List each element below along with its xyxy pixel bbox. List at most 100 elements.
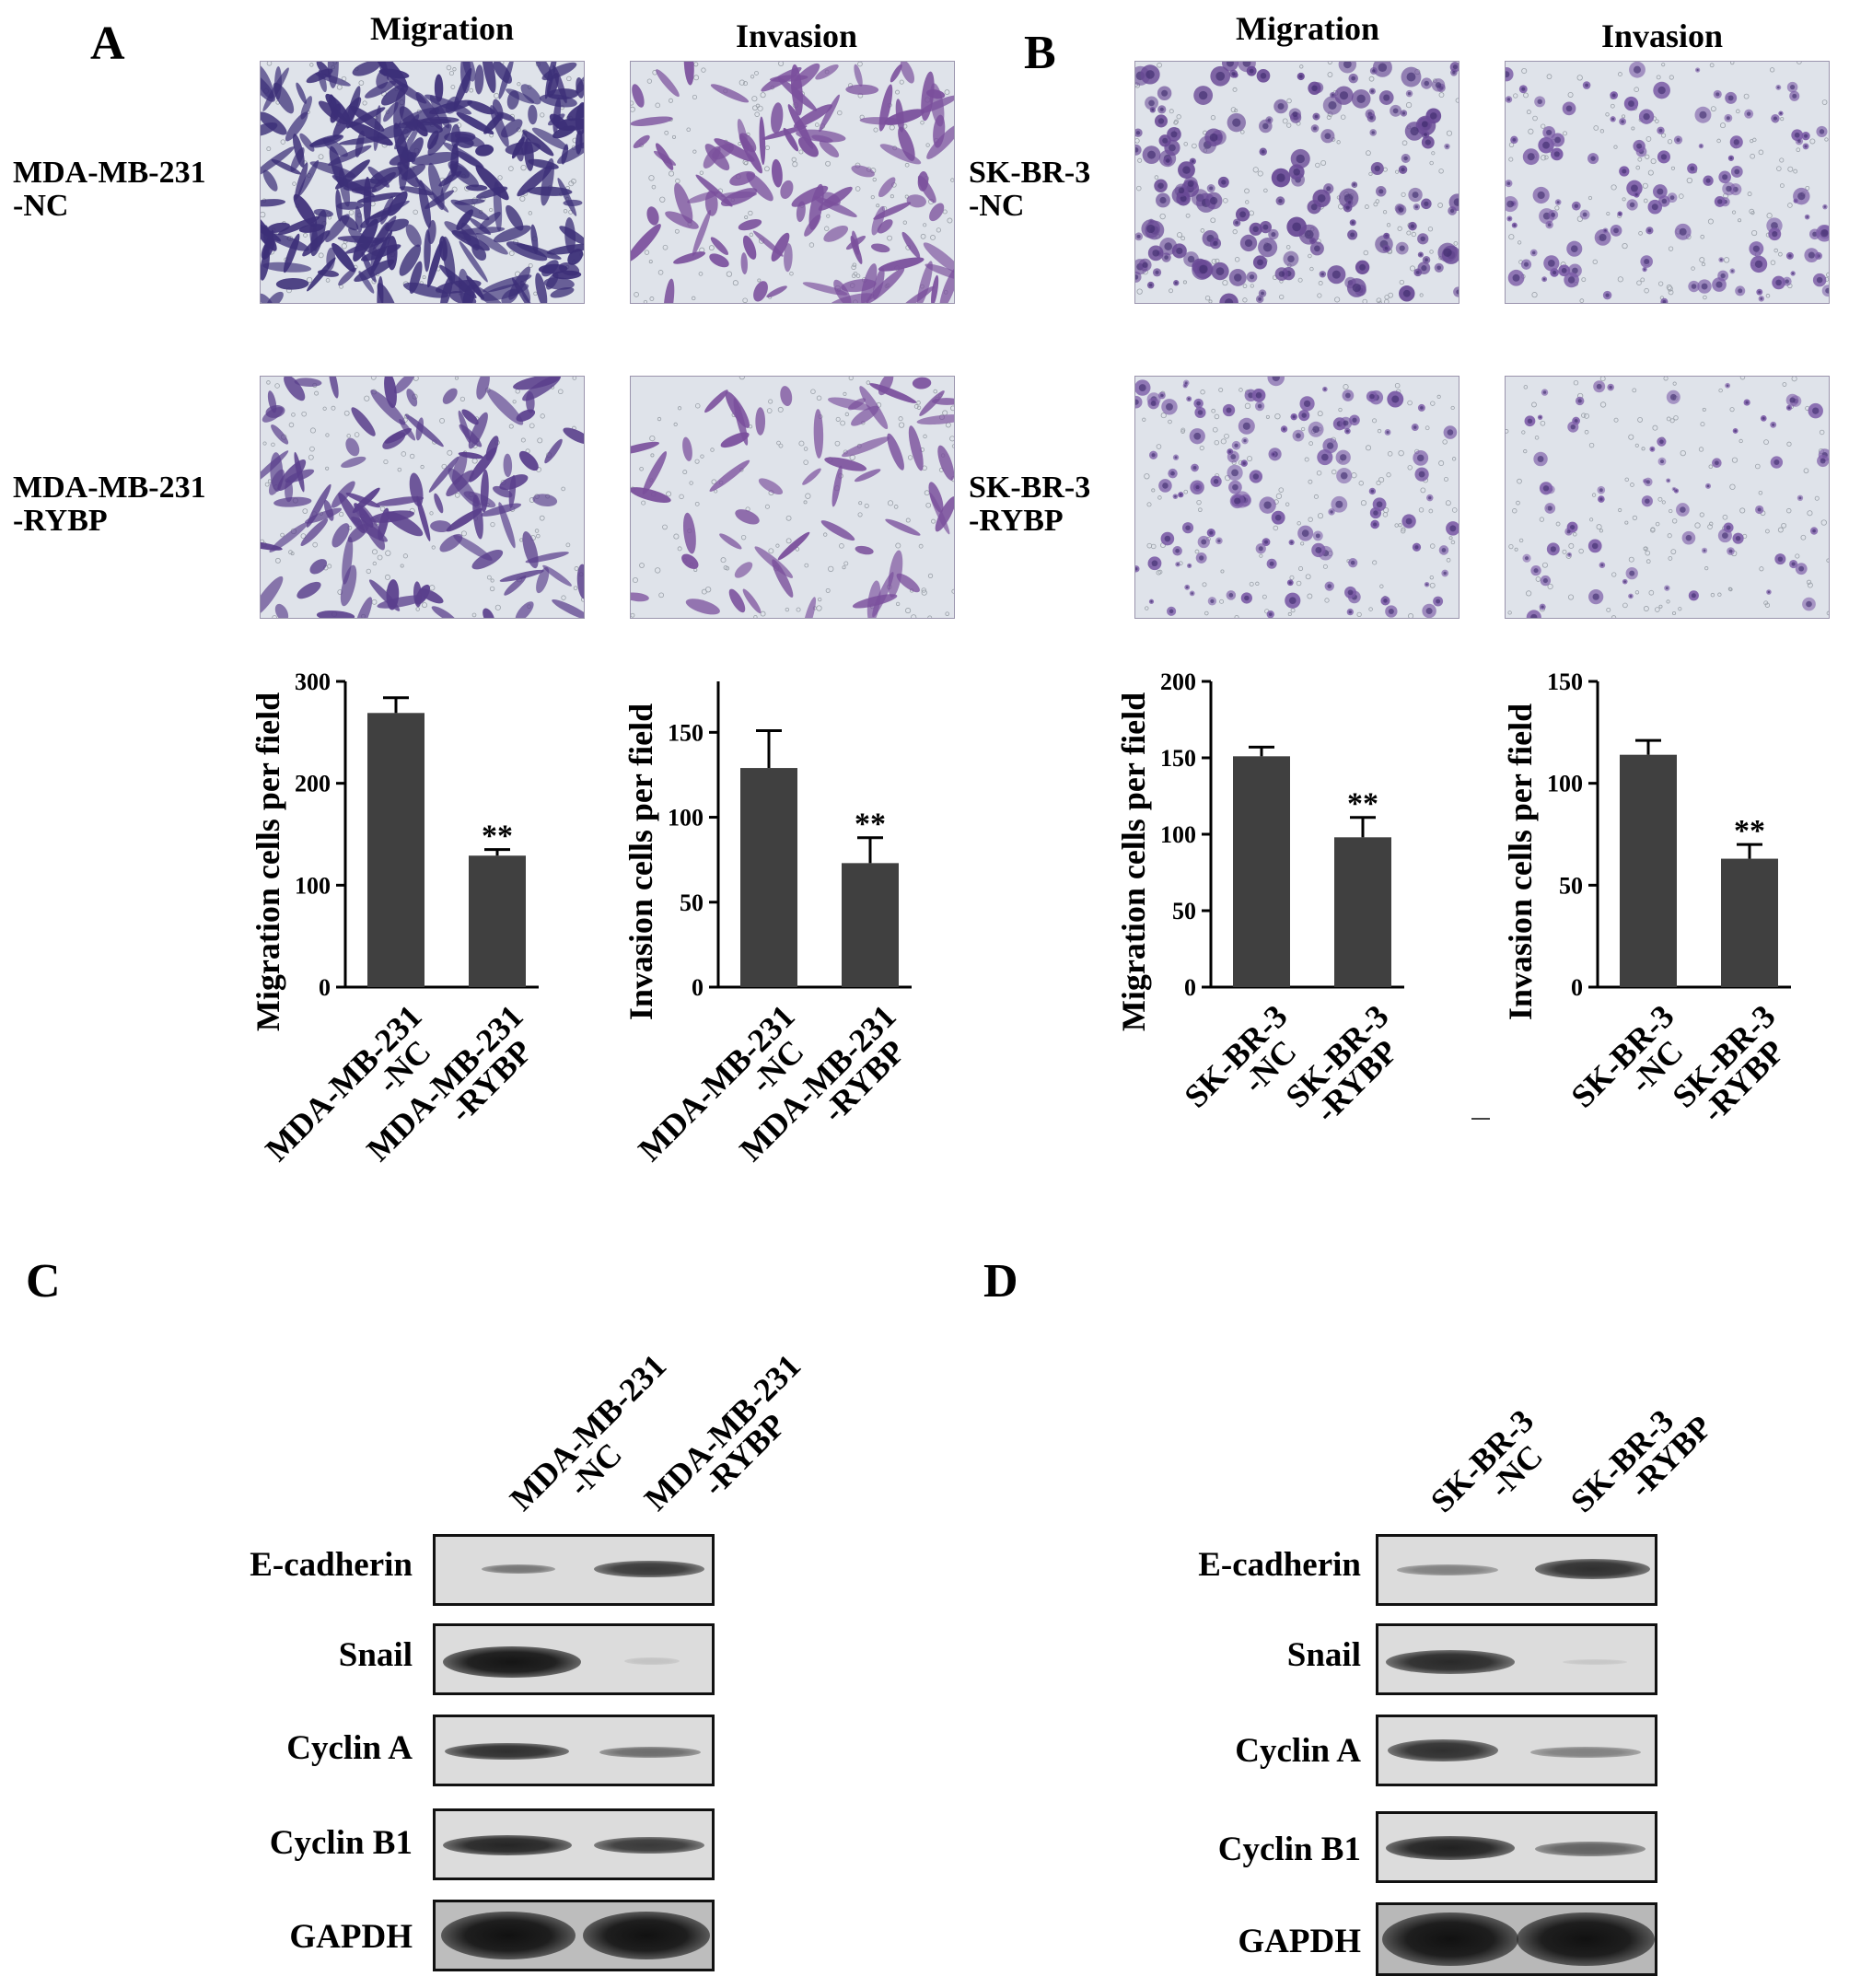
membrane-pore bbox=[1263, 188, 1268, 193]
stained-cell bbox=[261, 293, 274, 303]
stained-cell bbox=[317, 269, 340, 277]
cell-nucleus bbox=[1644, 258, 1650, 265]
membrane-pore bbox=[1699, 257, 1705, 263]
membrane-pore bbox=[325, 466, 330, 471]
membrane-pore bbox=[632, 577, 638, 584]
stained-cell bbox=[449, 163, 480, 188]
cell-nucleus bbox=[1561, 267, 1567, 273]
panel-letter-b: B bbox=[1024, 27, 1056, 79]
membrane-pore bbox=[1708, 521, 1714, 527]
membrane-pore bbox=[1606, 607, 1611, 612]
stained-cell bbox=[766, 285, 787, 298]
stained-cell bbox=[367, 166, 390, 188]
y-axis-label: Migration cells per field bbox=[1115, 692, 1152, 1031]
stained-cell bbox=[872, 267, 885, 300]
stained-cell bbox=[780, 386, 793, 407]
y-axis-label: Invasion cells per field bbox=[1502, 703, 1539, 1020]
cell-nucleus bbox=[1812, 407, 1820, 414]
membrane-pore bbox=[1407, 400, 1413, 406]
membrane-pore bbox=[927, 615, 933, 618]
stained-cell bbox=[710, 237, 729, 256]
membrane-pore bbox=[1645, 136, 1652, 142]
membrane-pore bbox=[1317, 513, 1324, 519]
stained-cell bbox=[440, 275, 453, 303]
membrane-pore bbox=[318, 252, 324, 259]
cell-nucleus bbox=[1812, 529, 1816, 533]
membrane-pore bbox=[1643, 606, 1649, 611]
stained-cell bbox=[329, 145, 345, 188]
cell-nucleus bbox=[1618, 212, 1622, 215]
membrane-pore bbox=[366, 568, 371, 575]
stained-cell bbox=[309, 559, 328, 575]
cell-nucleus bbox=[1452, 71, 1456, 75]
stained-cell bbox=[720, 191, 758, 199]
membrane-pore bbox=[1300, 541, 1305, 546]
membrane-pore bbox=[450, 85, 456, 89]
membrane-pore bbox=[898, 416, 903, 422]
membrane-pore bbox=[1531, 401, 1537, 408]
membrane-pore bbox=[1316, 470, 1322, 476]
cell-nucleus bbox=[1792, 93, 1797, 99]
membrane-pore bbox=[1613, 417, 1619, 423]
membrane-pore bbox=[1624, 477, 1629, 482]
stained-cell bbox=[1135, 395, 1143, 409]
cell-nucleus bbox=[1174, 281, 1178, 285]
cell-nucleus bbox=[1777, 556, 1784, 562]
membrane-pore bbox=[1223, 198, 1228, 203]
membrane-pore bbox=[933, 389, 938, 394]
cell-nucleus bbox=[1148, 283, 1153, 287]
stained-cell bbox=[516, 243, 562, 260]
membrane-pore bbox=[1514, 547, 1518, 552]
membrane-pore bbox=[904, 162, 910, 168]
cell-nucleus bbox=[1789, 85, 1796, 90]
stained-cell bbox=[297, 581, 321, 599]
membrane-pore bbox=[490, 578, 494, 583]
cell-nucleus bbox=[1165, 158, 1170, 163]
membrane-pore bbox=[798, 149, 804, 155]
cell-nucleus bbox=[1170, 131, 1178, 138]
membrane-pore bbox=[1541, 123, 1546, 129]
membrane-pore bbox=[1240, 130, 1245, 134]
band bbox=[443, 1646, 581, 1678]
stained-cell bbox=[266, 291, 284, 303]
stained-cell bbox=[325, 93, 351, 122]
membrane-pore bbox=[798, 440, 805, 447]
cell-nucleus bbox=[1317, 193, 1326, 203]
membrane-pore bbox=[944, 89, 950, 96]
band bbox=[1388, 1739, 1498, 1761]
membrane-pore bbox=[1758, 149, 1764, 156]
cell-nucleus bbox=[1757, 507, 1762, 512]
membrane-pore bbox=[1667, 139, 1673, 145]
membrane-pore bbox=[631, 106, 635, 112]
stained-cell bbox=[341, 215, 359, 231]
cell-nucleus bbox=[1282, 427, 1286, 431]
cell-nucleus bbox=[1184, 381, 1188, 385]
stained-cell bbox=[463, 491, 496, 508]
cell-nucleus bbox=[1825, 287, 1829, 294]
membrane-pore bbox=[1157, 495, 1162, 500]
membrane-pore bbox=[1547, 583, 1553, 590]
membrane-pore bbox=[370, 377, 377, 380]
stained-cell bbox=[557, 140, 584, 164]
stained-cell bbox=[543, 277, 575, 290]
cell-nucleus bbox=[1239, 211, 1247, 218]
row-label-b-rybp: SK-BR-3 -RYBP bbox=[969, 471, 1090, 538]
row-label-a-nc: MDA-MB-231 -NC bbox=[13, 157, 206, 223]
membrane-pore bbox=[1631, 126, 1635, 131]
cell-nucleus bbox=[1506, 200, 1514, 208]
stained-cell bbox=[336, 202, 365, 210]
stained-cell bbox=[937, 445, 954, 481]
membrane-pore bbox=[1436, 394, 1441, 400]
membrane-pore bbox=[789, 271, 794, 276]
stained-cell bbox=[522, 377, 562, 401]
membrane-pore bbox=[650, 453, 655, 458]
cell-nucleus bbox=[1209, 530, 1214, 535]
stained-cell bbox=[393, 87, 406, 130]
membrane-pore bbox=[1326, 114, 1332, 120]
significance-mark: ** bbox=[1347, 787, 1378, 821]
membrane-pore bbox=[1645, 559, 1651, 564]
membrane-pore bbox=[1661, 63, 1666, 67]
membrane-pore bbox=[895, 542, 901, 549]
membrane-pore bbox=[890, 194, 894, 199]
